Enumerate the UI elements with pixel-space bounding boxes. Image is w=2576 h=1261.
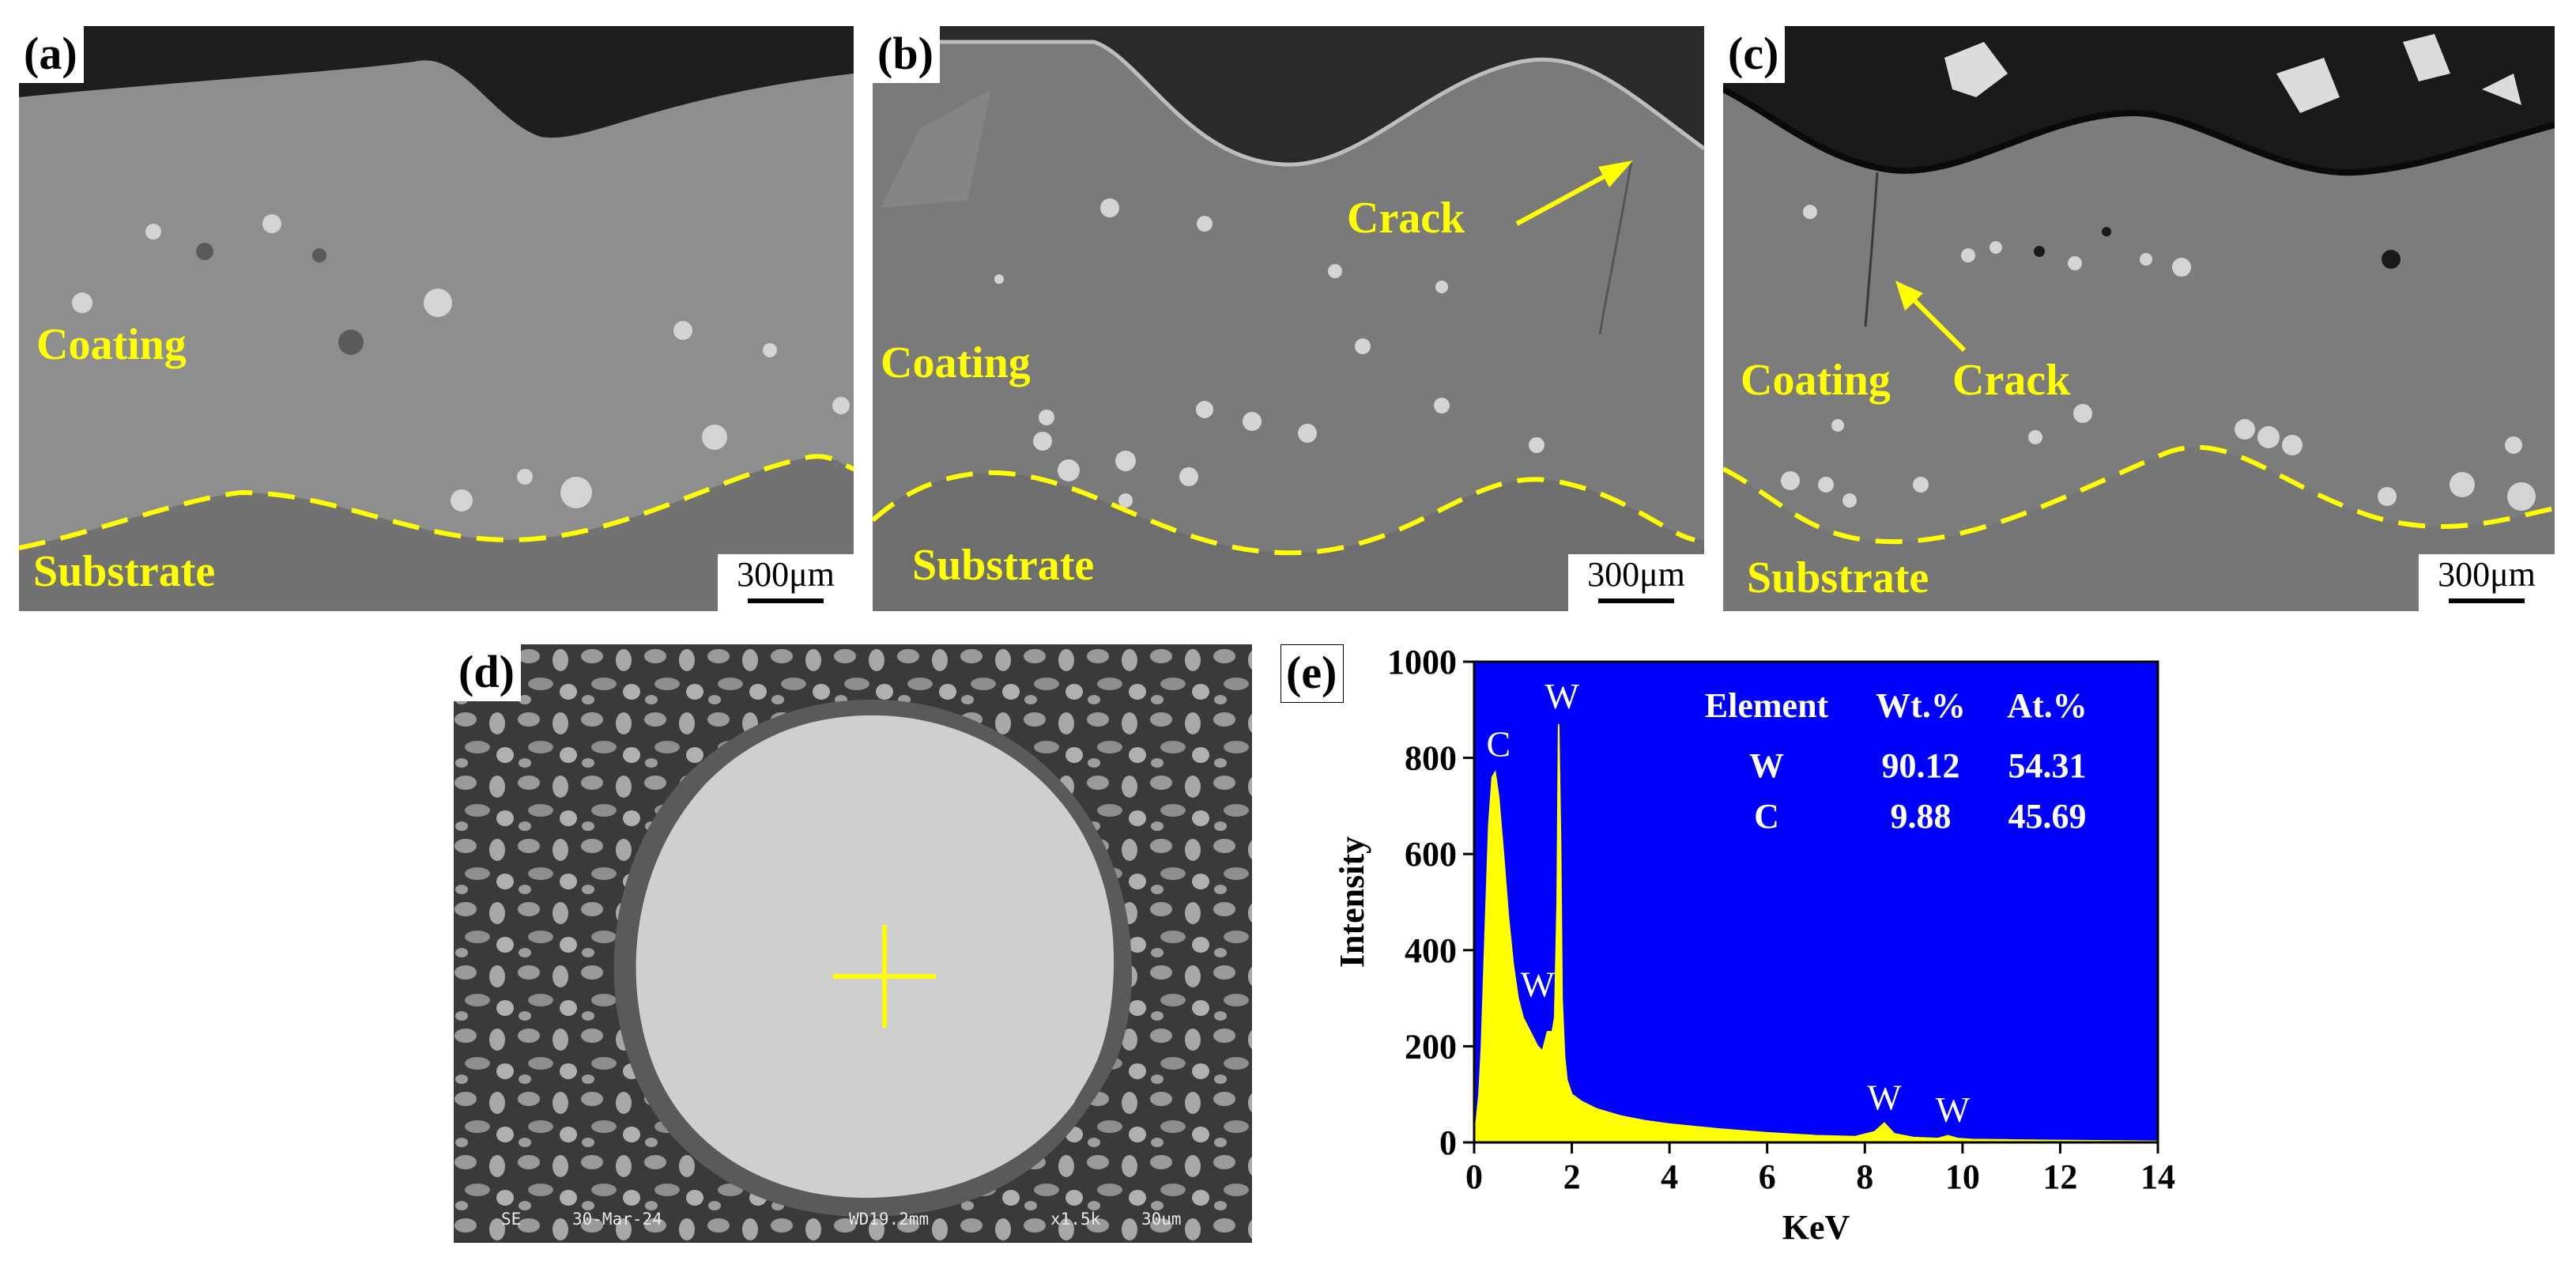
scale-bar-c-line [2449, 598, 2525, 603]
panel-a: (a) Coating Substrate 300μm [19, 26, 854, 611]
panel-b-letter: (b) [873, 26, 940, 83]
y-tick-label-600: 600 [1405, 835, 1457, 874]
peak-label-4: W [1936, 1089, 1971, 1130]
y-axis-label: Intensity [1333, 836, 1371, 968]
panel-d-letter: (d) [454, 644, 521, 701]
scale-bar-c: 300μm [2419, 554, 2555, 611]
crack-arrow-b [1515, 160, 1633, 226]
table-cell-0-0: W [1749, 746, 1784, 785]
peak-label-2: W [1521, 965, 1556, 1005]
plot-area [1474, 662, 2158, 1142]
scale-bar-b-line [1598, 598, 1674, 603]
panel-c-micrograph [1723, 26, 2555, 611]
y-tick-label-0: 0 [1439, 1123, 1457, 1162]
eds-spectrum-chart: 0 2 4 6 8 10 12 14 0 200 400 600 800 1000 KeV Intensity… [1333, 644, 2175, 1247]
table-header-0: Element [1705, 686, 1829, 725]
scale-bar-c-text: 300μm [2438, 555, 2536, 594]
table-cell-0-1: 90.12 [1882, 746, 1960, 785]
x-tick-label-4: 4 [1661, 1157, 1678, 1196]
table-header-1: Wt.% [1876, 686, 1966, 725]
panel-a-micrograph [19, 26, 854, 611]
table-cell-0-2: 54.31 [2008, 746, 2087, 785]
substrate-label-a: Substrate [33, 547, 216, 596]
spectrum-area-0 [1473, 724, 2159, 1143]
table-header-2: At.% [2007, 686, 2087, 725]
x-tick-label-2: 2 [1563, 1157, 1581, 1196]
y-tick-label-400: 400 [1405, 931, 1457, 970]
x-tick-label-14: 14 [2140, 1157, 2175, 1196]
sem-scale: 30um [1141, 1210, 1182, 1229]
peak-label-3: W [1867, 1078, 1902, 1118]
sem-magnification: x1.5k [1050, 1210, 1101, 1229]
panel-b-micrograph [873, 26, 1704, 611]
sem-detector: SE [501, 1210, 522, 1229]
crack-label-b: Crack [1347, 194, 1465, 243]
scale-bar-b-text: 300μm [1587, 555, 1685, 594]
scale-bar-a-line [748, 598, 824, 603]
sem-date: 30-Mar-24 [572, 1210, 662, 1229]
plot-frame [1473, 660, 2159, 1144]
x-axis-label: KeV [1782, 1208, 1850, 1247]
panel-e: (e) 0 2 4 6 8 10 12 14 0 200 400 600 800 1000 KeV Inten… [1280, 644, 2182, 1257]
table-cell-1-2: 45.69 [2008, 797, 2087, 836]
panel-d-micrograph [454, 644, 1252, 1243]
x-tick-label-0: 0 [1465, 1157, 1483, 1196]
panel-e-letter: (e) [1280, 644, 1345, 703]
panel-a-letter: (a) [19, 26, 84, 83]
coating-label-a: Coating [36, 320, 187, 369]
panel-c: (c) Coating Substrate Crack 300μm [1723, 26, 2555, 611]
y-tick-label-800: 800 [1405, 739, 1457, 778]
coating-label-c: Coating [1741, 356, 1891, 405]
y-tick-label-1000: 1000 [1387, 644, 1457, 681]
sem-working-distance: WD19.2mm [849, 1210, 930, 1229]
peak-label-1: W [1545, 676, 1580, 716]
substrate-label-b: Substrate [912, 541, 1095, 590]
y-tick-label-200: 200 [1405, 1027, 1457, 1066]
table-cell-1-1: 9.88 [1891, 797, 1952, 836]
crack-arrow-c [1895, 281, 1967, 353]
scale-bar-a-text: 300μm [737, 555, 835, 594]
x-tick-label-12: 12 [2042, 1157, 2077, 1196]
crack-label-c: Crack [1952, 356, 2071, 405]
x-tick-label-6: 6 [1759, 1157, 1776, 1196]
x-tick-label-8: 8 [1856, 1157, 1873, 1196]
coating-label-b: Coating [881, 338, 1031, 387]
panel-d: (d) SE 30-Mar-24 WD19.2mm x1.5k 30um [454, 644, 1252, 1243]
substrate-label-c: Substrate [1747, 553, 1929, 602]
panel-b: (b) Coating Substrate Crack 300μm [873, 26, 1704, 611]
scale-bar-a: 300μm [718, 554, 854, 611]
table-cell-1-0: C [1754, 797, 1779, 836]
x-tick-label-10: 10 [1945, 1157, 1980, 1196]
scale-bar-b: 300μm [1568, 554, 1704, 611]
peak-label-0: C [1487, 724, 1511, 765]
panel-c-letter: (c) [1723, 26, 1786, 83]
